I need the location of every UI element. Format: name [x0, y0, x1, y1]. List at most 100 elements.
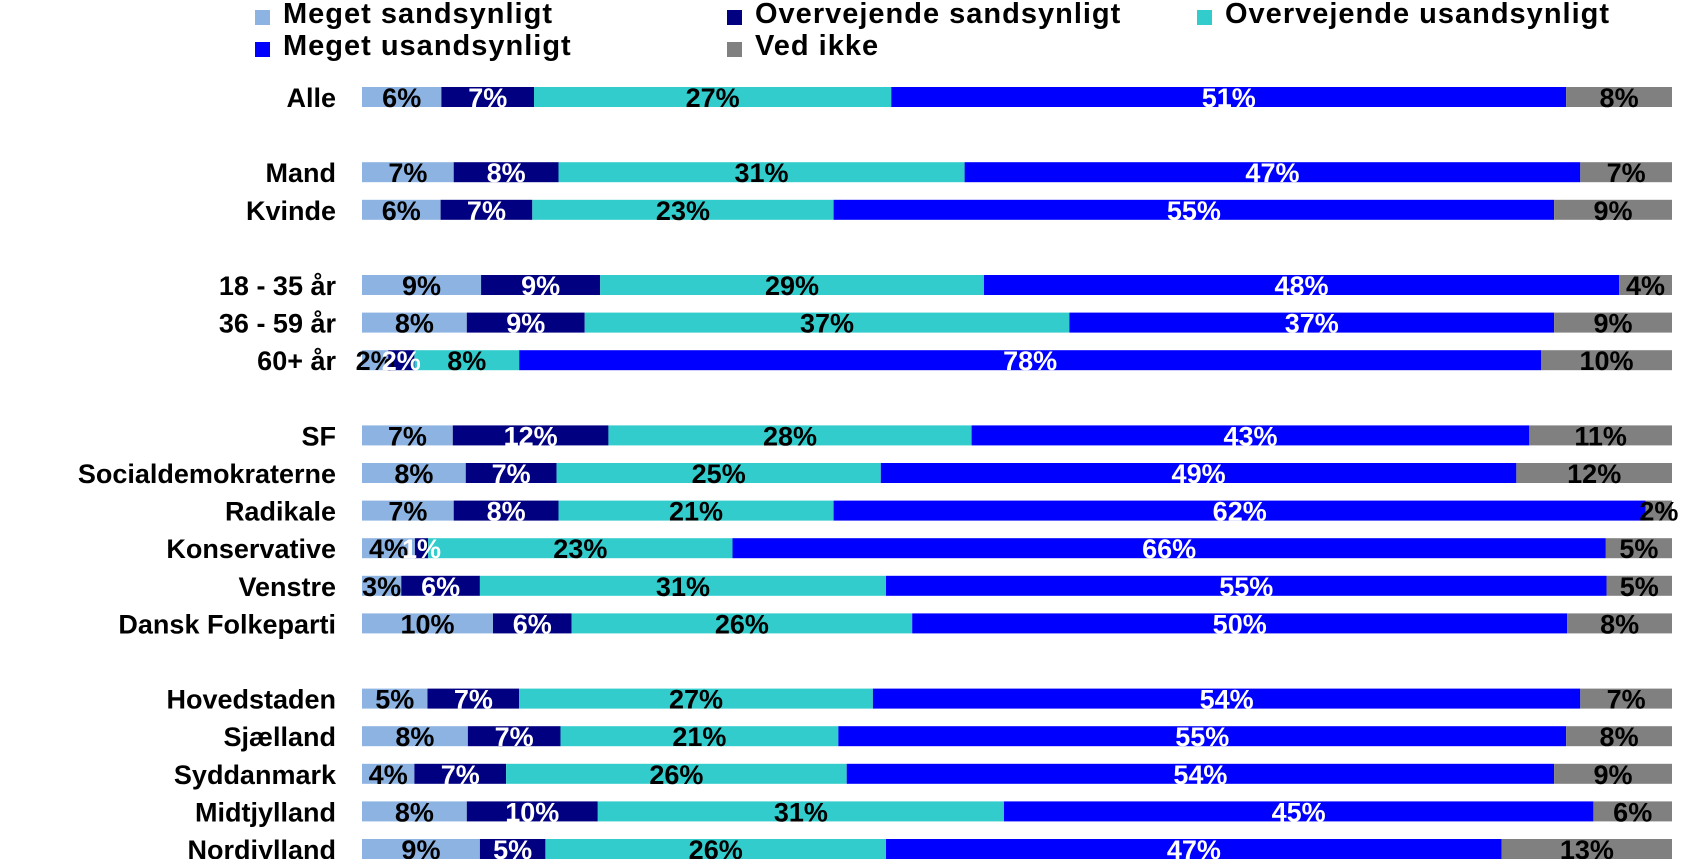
value-label-socialdemokraterne-overvejende-usandsynligt: 25% [692, 459, 746, 489]
bar-alle-overvejende-sandsynligt [441, 87, 535, 107]
bar-mand-ved-ikke [1580, 162, 1672, 183]
value-label-konservative-meget-usandsynligt: 66% [1142, 534, 1196, 564]
category-label-nordjylland: Nordjylland [187, 835, 336, 859]
category-label-36-59-ar: 36 - 59 år [219, 309, 337, 339]
value-label-alle-overvejende-usandsynligt: 27% [686, 83, 740, 113]
bar-syddanmark-meget-usandsynligt [846, 763, 1555, 784]
value-label-socialdemokraterne-overvejende-sandsynligt: 7% [492, 459, 531, 489]
bar-36-59-ar-overvejende-sandsynligt [466, 312, 585, 333]
bar-midtjylland-ved-ikke [1593, 801, 1672, 822]
bar-radikale-meget-usandsynligt [833, 500, 1646, 521]
bar-sjaelland-overvejende-sandsynligt [467, 726, 561, 747]
value-label-konservative-ved-ikke: 5% [1619, 534, 1658, 564]
bar-socialdemokraterne-ved-ikke [1516, 463, 1672, 483]
bar-socialdemokraterne-meget-sandsynligt [362, 463, 466, 483]
value-label-syddanmark-ved-ikke: 9% [1594, 760, 1633, 790]
value-label-midtjylland-meget-sandsynligt: 8% [395, 797, 434, 827]
value-label-36-59-ar-ved-ikke: 9% [1594, 309, 1633, 339]
bar-kvinde-ved-ikke [1554, 199, 1672, 220]
value-label-midtjylland-overvejende-usandsynligt: 31% [774, 797, 828, 827]
bar-18-35-ar-meget-sandsynligt [362, 275, 482, 295]
bar-konservative-ved-ikke [1605, 538, 1672, 559]
bar-alle-ved-ikke [1566, 87, 1672, 107]
bar-midtjylland-meget-usandsynligt [1003, 801, 1594, 822]
bar-konservative-meget-sandsynligt [362, 538, 415, 559]
bar-socialdemokraterne-overvejende-usandsynligt [556, 463, 881, 483]
bar-radikale-overvejende-usandsynligt [558, 500, 834, 521]
category-label-radikale: Radikale [225, 497, 336, 527]
value-label-syddanmark-meget-sandsynligt: 4% [369, 760, 408, 790]
legend-label-meget-usandsynligt: Meget usandsynligt [283, 30, 572, 62]
value-label-syddanmark-overvejende-sandsynligt: 7% [441, 760, 480, 790]
bar-sf-ved-ikke [1529, 425, 1672, 446]
value-label-venstre-overvejende-sandsynligt: 6% [421, 572, 460, 602]
bar-alle-meget-sandsynligt [362, 87, 442, 107]
bar-venstre-meget-sandsynligt [362, 575, 402, 596]
value-label-konservative-overvejende-sandsynligt: 1% [402, 534, 441, 564]
value-label-kvinde-meget-usandsynligt: 55% [1167, 196, 1221, 226]
bar-midtjylland-overvejende-usandsynligt [597, 801, 1004, 822]
bar-hovedstaden-meget-usandsynligt [872, 688, 1581, 709]
value-label-alle-overvejende-sandsynligt: 7% [468, 83, 507, 113]
bar-36-59-ar-meget-usandsynligt [1069, 312, 1555, 333]
bar-mand-overvejende-usandsynligt [558, 162, 965, 183]
value-label-socialdemokraterne-meget-sandsynligt: 8% [394, 459, 433, 489]
category-label-alle: Alle [286, 83, 336, 113]
value-label-36-59-ar-meget-sandsynligt: 8% [395, 309, 434, 339]
value-label-radikale-overvejende-usandsynligt: 21% [669, 497, 723, 527]
bar-radikale-meget-sandsynligt [362, 500, 454, 521]
bar-60-ar-overvejende-usandsynligt [414, 350, 520, 371]
bar-syddanmark-meget-sandsynligt [362, 763, 415, 784]
value-label-36-59-ar-overvejende-usandsynligt: 37% [800, 309, 854, 339]
bar-venstre-ved-ikke [1606, 575, 1672, 596]
value-label-venstre-overvejende-usandsynligt: 31% [656, 572, 710, 602]
value-label-mand-ved-ikke: 7% [1607, 158, 1646, 188]
value-label-mand-meget-usandsynligt: 47% [1245, 158, 1299, 188]
bar-36-59-ar-overvejende-usandsynligt [584, 312, 1070, 333]
value-label-kvinde-meget-sandsynligt: 6% [382, 196, 421, 226]
bar-alle-meget-usandsynligt [891, 87, 1567, 107]
value-label-radikale-ved-ikke: 2% [1639, 497, 1678, 527]
value-label-60-ar-overvejende-usandsynligt: 8% [447, 346, 486, 376]
value-label-60-ar-meget-usandsynligt: 78% [1003, 346, 1057, 376]
value-label-36-59-ar-overvejende-sandsynligt: 9% [506, 309, 545, 339]
legend-swatch-overvejende-sandsynligt [727, 10, 742, 25]
bar-60-ar-ved-ikke [1541, 350, 1672, 371]
value-label-nordjylland-ved-ikke: 13% [1560, 835, 1614, 859]
value-label-sjaelland-meget-usandsynligt: 55% [1175, 722, 1229, 752]
bar-nordjylland-overvejende-usandsynligt [545, 839, 886, 859]
value-label-venstre-ved-ikke: 5% [1620, 572, 1659, 602]
value-labels: 6% 7% 27% 51% 8%7% 8% 31% 47% 7%6% 7% 23% 55% 9%9% 9%… [356, 83, 1679, 859]
value-label-nordjylland-overvejende-usandsynligt: 26% [689, 835, 743, 859]
bar-mand-overvejende-sandsynligt [453, 162, 559, 183]
category-label-venstre: Venstre [238, 572, 336, 602]
bar-alle-overvejende-usandsynligt [534, 87, 892, 107]
bar-socialdemokraterne-meget-usandsynligt [880, 463, 1517, 483]
category-label-60-ar: 60+ år [257, 346, 336, 376]
category-label-mand: Mand [266, 158, 337, 188]
bar-nordjylland-overvejende-sandsynligt [479, 839, 546, 859]
value-label-syddanmark-overvejende-usandsynligt: 26% [649, 760, 703, 790]
bar-mand-meget-usandsynligt [964, 162, 1581, 183]
value-label-midtjylland-overvejende-sandsynligt: 10% [505, 797, 559, 827]
value-label-socialdemokraterne-ved-ikke: 12% [1567, 459, 1621, 489]
bar-sjaelland-meget-sandsynligt [362, 726, 468, 747]
bar-kvinde-meget-sandsynligt [362, 199, 441, 220]
value-label-socialdemokraterne-meget-usandsynligt: 49% [1172, 459, 1226, 489]
bar-venstre-overvejende-usandsynligt [479, 575, 886, 596]
bar-kvinde-overvejende-usandsynligt [532, 199, 834, 220]
value-label-nordjylland-overvejende-sandsynligt: 5% [493, 835, 532, 859]
bar-mand-meget-sandsynligt [362, 162, 454, 183]
value-label-midtjylland-meget-usandsynligt: 45% [1272, 797, 1326, 827]
bar-sf-meget-usandsynligt [971, 425, 1530, 446]
bar-nordjylland-ved-ikke [1501, 839, 1672, 859]
category-label-konservative: Konservative [166, 534, 336, 564]
value-label-60-ar-meget-sandsynligt: 2% [356, 346, 395, 376]
bar-nordjylland-meget-usandsynligt [886, 839, 1502, 859]
bar-konservative-overvejende-usandsynligt [428, 538, 733, 559]
bar-18-35-ar-meget-usandsynligt [983, 275, 1620, 295]
value-label-venstre-meget-usandsynligt: 55% [1219, 572, 1273, 602]
bar-midtjylland-overvejende-sandsynligt [466, 801, 598, 822]
category-label-midtjylland: Midtjylland [195, 797, 336, 827]
bar-venstre-overvejende-sandsynligt [401, 575, 480, 596]
